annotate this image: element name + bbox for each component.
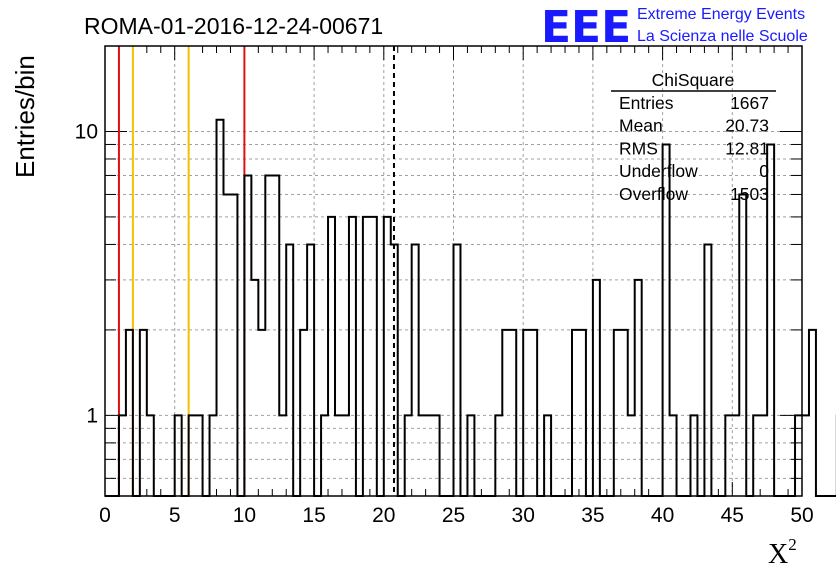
stats-box: ChiSquare Entries 1667 Mean 20.73 RMS 12.81 Un…: [611, 70, 776, 204]
stats-row-label: Overflow: [619, 184, 688, 204]
x-tick-label: 20: [372, 504, 395, 527]
y-tick-label: 1: [86, 404, 98, 427]
y-tick-label: 10: [75, 120, 98, 143]
stats-row-value: 1503: [730, 184, 769, 204]
x-tick-label: 40: [651, 504, 674, 527]
y-axis-label: Entries/bin: [10, 55, 40, 178]
logo-line-1: Extreme Energy Events: [637, 6, 805, 23]
x-tick-label: 35: [581, 504, 604, 527]
stats-row-label: Underflow: [619, 161, 698, 181]
stats-title: ChiSquare: [652, 70, 735, 90]
x-axis-label-sup: 2: [788, 535, 797, 554]
x-tick-label: 10: [233, 504, 256, 527]
axis-tick-labels: 0 5 10 15 20 25 30 35 40 45 50 1 10: [75, 120, 814, 527]
x-tick-label: 25: [442, 504, 465, 527]
chart-title: ROMA-01-2016-12-24-00671: [84, 13, 383, 39]
logo-line-2: La Scienza nelle Scuole: [637, 28, 808, 45]
stats-row-value: 20.73: [725, 116, 769, 136]
stats-rows: Entries 1667 Mean 20.73 RMS 12.81 Underflow 0 Ov…: [619, 93, 769, 204]
x-axis-label-base: X: [768, 539, 788, 570]
x-tick-label: 30: [512, 504, 535, 527]
histogram-outline: [105, 118, 836, 497]
x-tick-label: 50: [790, 504, 813, 527]
stats-row-value: 1667: [730, 93, 769, 113]
stats-row-label: Mean: [619, 116, 663, 136]
x-tick-label: 0: [99, 504, 111, 527]
x-tick-label: 5: [169, 504, 181, 527]
plot-frame: [104, 45, 803, 497]
stats-row-label: Entries: [619, 93, 674, 113]
stats-row-label: RMS: [619, 138, 658, 158]
stats-row-value: 0: [759, 161, 769, 181]
x-tick-label: 15: [302, 504, 325, 527]
axis-ticks: [104, 45, 803, 496]
x-tick-label: 45: [721, 504, 744, 527]
x-axis-label: X2: [768, 535, 797, 570]
stats-row-value: 12.81: [725, 138, 769, 158]
logo-mark: EEE: [541, 2, 631, 53]
eee-logo: EEE Extreme Energy Events La Scienza nel…: [541, 2, 808, 53]
